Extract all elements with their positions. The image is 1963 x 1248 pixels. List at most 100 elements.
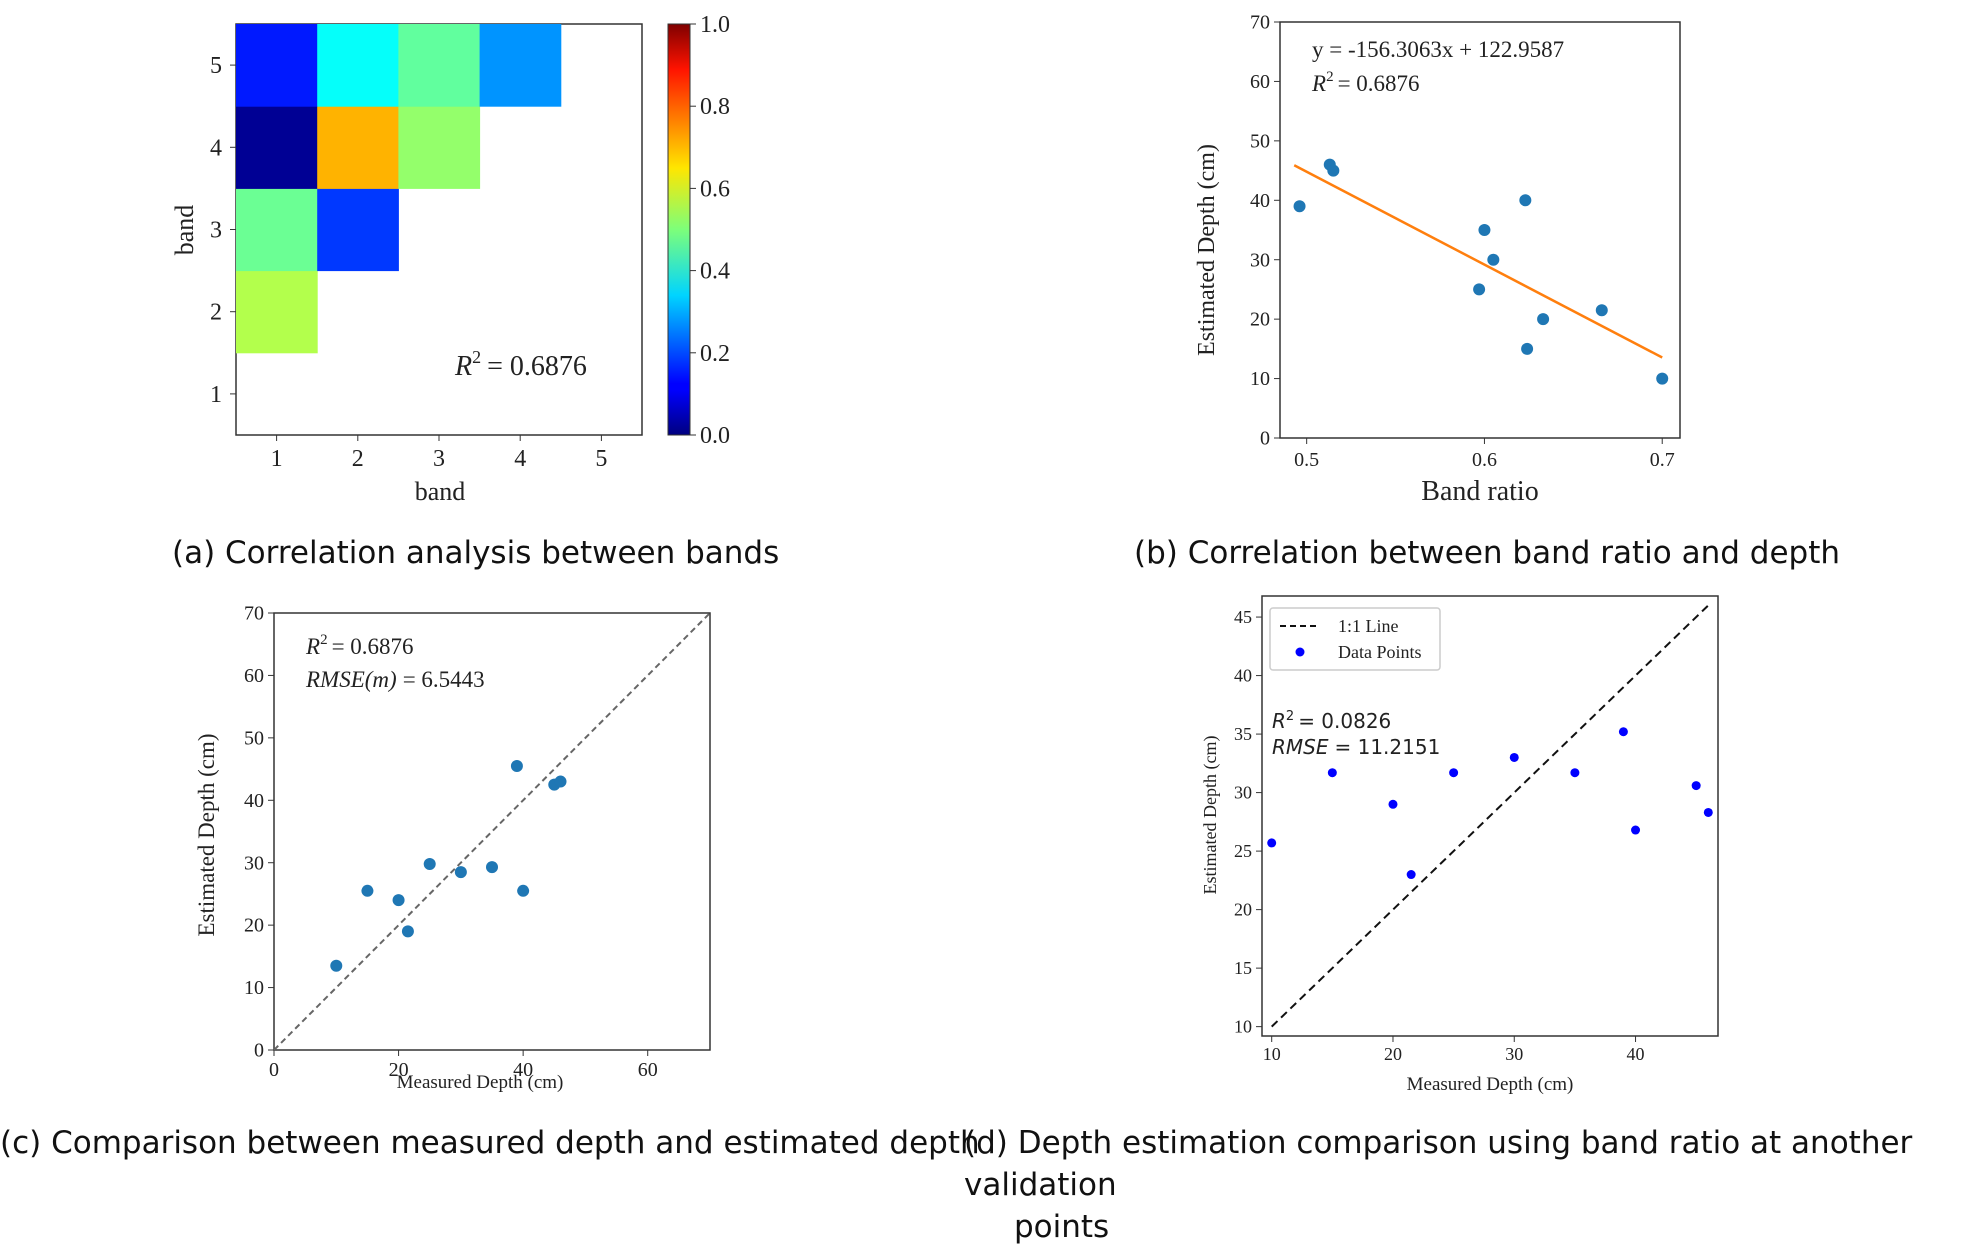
data-point: [1509, 752, 1519, 762]
heatmap-cell: [317, 188, 399, 272]
heatmap-cell: [236, 270, 318, 354]
data-point: [1691, 781, 1701, 791]
x-axis-label: Band ratio: [1421, 476, 1538, 507]
y-tick-label: 1: [210, 382, 222, 408]
y-tick-label: 60: [1250, 71, 1270, 93]
one-to-one-line: [1271, 604, 1709, 1028]
data-point: [1631, 825, 1641, 835]
data-point: [554, 775, 567, 788]
data-point: [1521, 342, 1534, 355]
data-point: [510, 759, 523, 772]
heatmap-cell: [236, 188, 318, 272]
colorbar-tick-label: 0.0: [700, 423, 730, 449]
data-point: [1478, 224, 1491, 236]
data-point: [392, 894, 405, 907]
colorbar-tick-label: 0.8: [700, 94, 730, 120]
data-point: [330, 959, 343, 972]
x-tick-label: 3: [433, 446, 445, 472]
y-tick-label: 20: [244, 915, 264, 937]
heatmap-panel: 1 2 3 4 5 1 2 3 4 5 band band R2 = 0.6876 0.0 0.2 0…: [170, 12, 730, 506]
y-tick-label: 35: [1234, 724, 1252, 744]
data-point: [1293, 200, 1306, 213]
caption-c: (c) Comparison between measured depth an…: [0, 1125, 980, 1161]
y-tick-label: 3: [210, 218, 222, 244]
regression-line: [1293, 164, 1663, 359]
rmse-annotation: RMSE(m) = 6.5443: [305, 667, 485, 692]
r2-annotation: R2 = 0.0826: [1272, 709, 1391, 733]
y-tick-label: 0: [1260, 428, 1270, 450]
caption-d-line-1: (d) Depth estimation comparison using ba…: [964, 1125, 1913, 1203]
y-tick-label: 40: [1234, 666, 1252, 686]
y-tick-label: 0: [254, 1040, 264, 1062]
heatmap-cell: [236, 106, 318, 189]
data-point: [423, 857, 436, 870]
data-point: [1487, 253, 1500, 266]
legend: 1:1 Line Data Points: [1269, 607, 1441, 671]
x-axis-label: Measured Depth (cm): [1407, 1074, 1574, 1095]
regression-equation: y = -156.3063x + 122.9587: [1312, 37, 1564, 62]
heatmap-cell: [236, 24, 318, 107]
x-axis-label: band: [415, 477, 466, 506]
x-tick-label: 10: [1263, 1044, 1281, 1064]
r2-annotation: R2 = 0.6876: [305, 632, 414, 659]
x-tick-label: 20: [389, 1059, 409, 1081]
r2-annotation: R2 = 0.6876: [1311, 69, 1420, 96]
x-tick-label: 2: [352, 446, 364, 472]
x-tick-label: 5: [595, 446, 607, 472]
colorbar-tick-label: 0.2: [700, 341, 730, 367]
x-tick-label: 0: [269, 1059, 279, 1081]
data-point: [1267, 838, 1277, 848]
y-tick-label: 10: [1250, 368, 1270, 390]
data-point: [486, 861, 498, 874]
validation-points-panel: 10 20 30 40 10 15 20 25 30 35 40 45 1:1 Line Data …: [1200, 595, 1719, 1095]
heatmap-cell: [398, 106, 481, 189]
y-tick-label: 25: [1234, 841, 1252, 861]
data-point: [1388, 799, 1398, 809]
y-tick-label: 30: [1250, 249, 1270, 271]
legend-points-label: Data Points: [1338, 642, 1422, 662]
one-to-one-line: [273, 612, 711, 1051]
y-tick-label: 30: [1234, 783, 1252, 803]
y-axis-label: Estimated Depth (cm): [194, 733, 219, 936]
data-point: [361, 884, 374, 897]
x-tick-label: 0.5: [1294, 449, 1319, 471]
data-point: [1473, 283, 1486, 296]
x-tick-label: 30: [1505, 1044, 1523, 1064]
x-tick-label: 0.7: [1650, 449, 1675, 471]
caption-d: (d) Depth estimation comparison using ba…: [964, 1122, 1963, 1248]
data-point: [454, 866, 467, 879]
x-tick-label: 40: [1627, 1044, 1645, 1064]
y-tick-label: 40: [244, 790, 264, 812]
data-point: [1570, 768, 1580, 778]
caption-a: (a) Correlation analysis between bands: [172, 535, 780, 571]
colorbar-tick-label: 0.6: [700, 176, 730, 202]
legend-points-swatch: [1295, 647, 1305, 657]
y-axis-label: Estimated Depth (cm): [1200, 736, 1221, 895]
y-tick-label: 10: [244, 977, 264, 999]
band-ratio-scatter-panel: 0.5 0.6 0.7 0 10 20 30 40 50 60 70 Band ratio Est…: [1194, 12, 1681, 507]
y-tick-label: 4: [210, 135, 222, 161]
y-axis-label: band: [170, 205, 199, 256]
data-point: [1703, 807, 1713, 817]
y-tick-label: 70: [244, 603, 264, 625]
heatmap-cell: [398, 24, 481, 107]
data-point: [517, 884, 530, 897]
data-point: [1327, 768, 1337, 778]
y-tick-label: 50: [1250, 130, 1270, 152]
data-point: [1656, 372, 1669, 385]
data-point: [1618, 727, 1628, 737]
y-axis-label: Estimated Depth (cm): [1194, 144, 1220, 356]
x-tick-label: 1: [271, 446, 283, 472]
y-tick-label: 40: [1250, 190, 1270, 212]
data-point: [1595, 304, 1608, 317]
x-tick-label: 20: [1384, 1044, 1402, 1064]
r2-annotation: R2 = 0.6876: [454, 347, 587, 382]
x-tick-label: 0.6: [1472, 449, 1497, 471]
x-tick-label: 40: [513, 1059, 533, 1081]
y-tick-label: 5: [210, 53, 222, 79]
data-point: [401, 925, 414, 938]
y-tick-label: 15: [1234, 958, 1252, 978]
colorbar-tick-label: 1.0: [700, 12, 730, 38]
rmse-annotation: RMSE = 11.2151: [1272, 735, 1440, 759]
svg-text:R2= 0.6876: R2 = 0.6876: [454, 347, 587, 382]
